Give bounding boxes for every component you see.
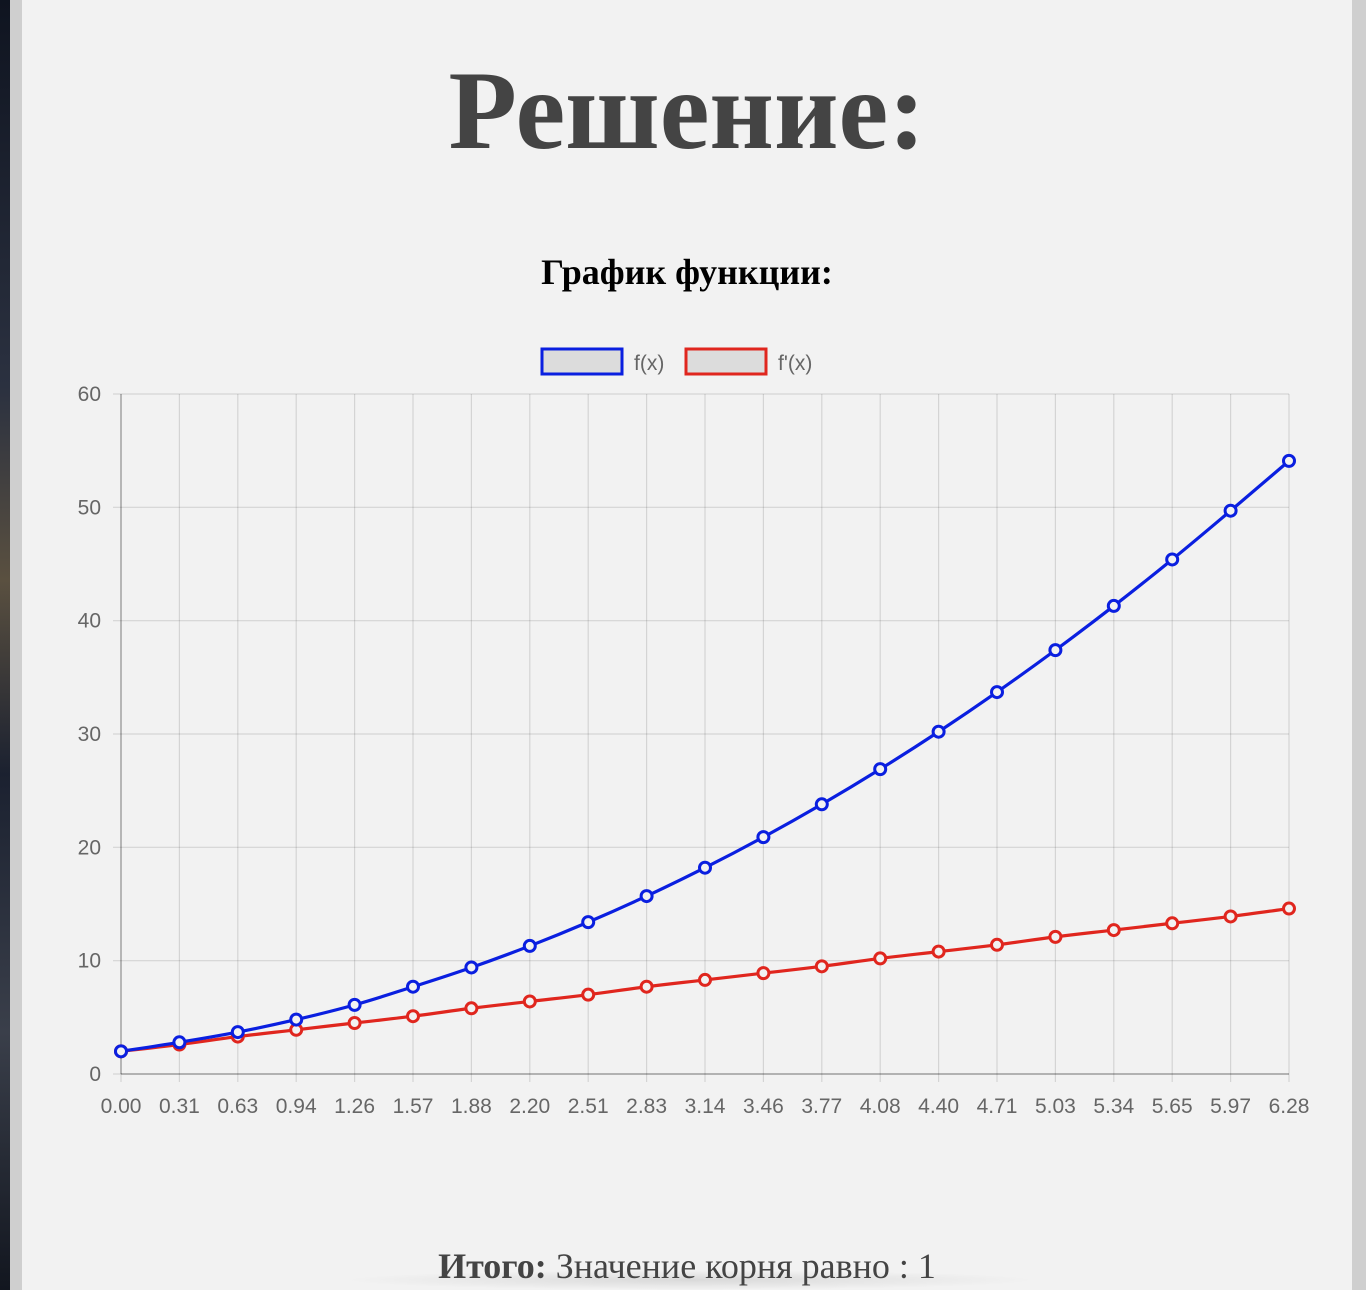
data-point (814, 959, 829, 974)
data-point (639, 979, 654, 994)
data-point (347, 1016, 362, 1030)
x-tick-label: 0.31 (159, 1095, 200, 1118)
y-tick-label: 50 (78, 496, 101, 519)
data-point (172, 1035, 187, 1050)
data-point (873, 951, 888, 966)
x-tick-label: 0.00 (101, 1095, 142, 1118)
data-point (464, 960, 479, 975)
summary-label: Итого: (438, 1246, 547, 1286)
y-tick-label: 10 (78, 950, 101, 973)
data-point (406, 1009, 420, 1024)
x-tick-label: 3.77 (801, 1095, 842, 1118)
summary-text: Итого: Значение корня равно : 1 (22, 1242, 1352, 1290)
y-tick-label: 40 (78, 610, 101, 633)
data-point (406, 979, 420, 994)
data-point (1282, 453, 1296, 468)
x-tick-label: 3.46 (743, 1095, 784, 1118)
y-tick-label: 20 (78, 836, 101, 859)
legend-label: f(x) (634, 352, 664, 375)
x-tick-label: 4.08 (860, 1095, 901, 1118)
x-axis-ticks: 0.00 0.31 0.63 0.94 1.26 1.57 1.88 2.20 2.51 2.83… (101, 1095, 1310, 1118)
data-point (639, 889, 654, 904)
y-tick-label: 0 (89, 1063, 101, 1086)
x-tick-label: 0.94 (276, 1095, 317, 1118)
x-tick-label: 5.34 (1093, 1095, 1134, 1118)
data-point (522, 994, 537, 1009)
page-title: Решение: (448, 49, 926, 173)
series-line (120, 459, 1291, 1053)
chart-grid (113, 393, 1290, 1082)
data-point (347, 997, 362, 1012)
data-point (581, 915, 596, 930)
x-tick-label: 4.40 (918, 1095, 959, 1118)
summary-shadow (340, 1270, 1040, 1290)
data-point (464, 1001, 479, 1016)
y-axis-ticks: 0 10 20 30 40 50 60 (78, 383, 101, 1086)
data-point (990, 685, 1004, 700)
data-point (1282, 901, 1296, 916)
data-point (990, 937, 1004, 952)
data-point (756, 966, 771, 981)
legend-swatch (540, 347, 624, 376)
y-tick-label: 30 (78, 723, 101, 746)
data-point (1048, 929, 1063, 944)
data-point (1048, 643, 1063, 658)
chart-legend: f(x) f'(x) (540, 347, 812, 376)
x-tick-label: 5.65 (1152, 1095, 1193, 1118)
data-point (756, 830, 771, 845)
x-tick-label: 4.71 (977, 1095, 1018, 1118)
x-tick-label: 2.83 (626, 1095, 667, 1118)
x-tick-label: 3.14 (685, 1095, 726, 1118)
data-point (230, 1025, 245, 1040)
data-point (1165, 916, 1180, 931)
x-tick-label: 2.20 (509, 1095, 550, 1118)
x-tick-label: 6.28 (1269, 1095, 1310, 1118)
data-point (814, 797, 829, 812)
legend-label: f'(x) (778, 352, 812, 375)
x-tick-label: 0.63 (217, 1095, 258, 1118)
data-point (1165, 552, 1180, 567)
data-point (114, 1044, 128, 1059)
x-tick-label: 1.26 (334, 1095, 375, 1118)
chart-series (114, 453, 1296, 1059)
x-tick-label: 1.88 (451, 1095, 492, 1118)
x-tick-label: 5.03 (1035, 1095, 1076, 1118)
data-point (931, 944, 946, 959)
data-point (581, 987, 596, 1002)
background-photo-strip (0, 0, 10, 1290)
data-point (931, 724, 946, 739)
data-point (698, 972, 712, 987)
data-point (1223, 909, 1238, 924)
data-point (522, 938, 537, 953)
x-tick-label: 2.51 (568, 1095, 609, 1118)
data-point (1223, 503, 1238, 518)
x-tick-label: 1.57 (393, 1095, 434, 1118)
summary-value: Значение корня равно : 1 (546, 1246, 936, 1286)
data-point (698, 860, 712, 875)
chart-title: График функции: (541, 252, 833, 292)
data-point (289, 1012, 304, 1027)
legend-swatch (684, 347, 768, 376)
solution-panel: Решение: График функции: (22, 0, 1352, 1290)
y-tick-label: 60 (78, 383, 101, 406)
chart-axes (120, 394, 1289, 1075)
data-point (873, 762, 888, 777)
data-point (1106, 923, 1121, 938)
x-tick-label: 5.97 (1210, 1095, 1251, 1118)
data-point (1106, 598, 1121, 613)
